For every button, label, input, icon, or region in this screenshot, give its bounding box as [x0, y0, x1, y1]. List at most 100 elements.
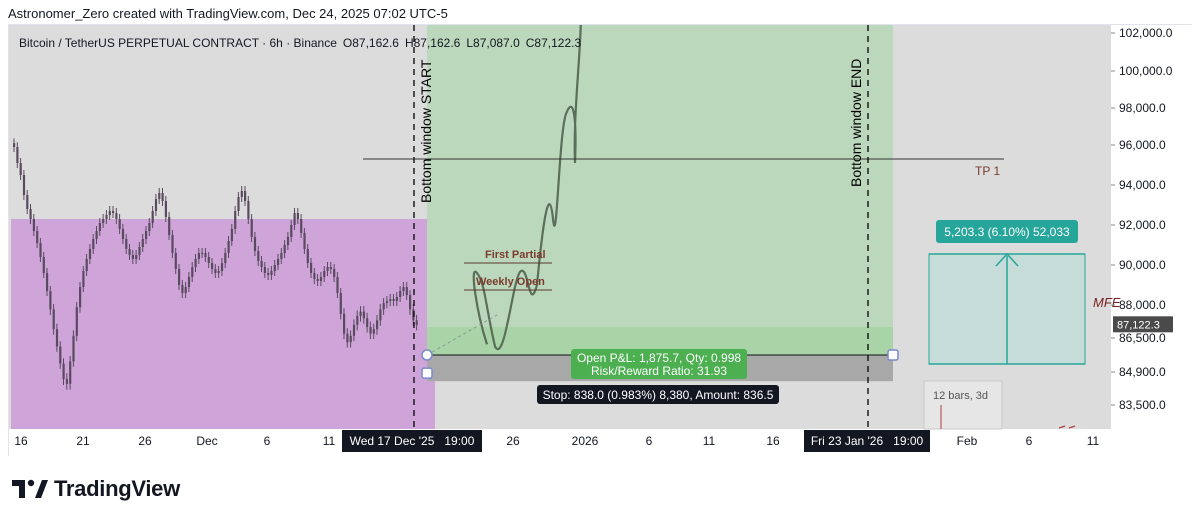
- candle-body: [197, 253, 200, 259]
- symbol-title: Bitcoin / TetherUS PERPETUAL CONTRACT · …: [19, 36, 581, 50]
- candle-body: [72, 335, 75, 362]
- first-partial-label: First Partial: [485, 249, 546, 261]
- candle-body: [204, 253, 207, 257]
- stop-label-box: [537, 385, 779, 404]
- stop-label: Stop: 838.0 (0.983%) 8,380, Amount: 836.…: [543, 388, 774, 402]
- price-chart[interactable]: TP 1 First Partial Weekly Open Bottom wi…: [9, 13, 1193, 457]
- price-tick-label: 92,000.0: [1119, 218, 1166, 232]
- candle-body: [62, 363, 65, 380]
- time-highlight-end: Fri 23 Jan '26 19:00: [811, 434, 924, 448]
- candle-body: [346, 333, 349, 343]
- candle-body: [306, 249, 309, 263]
- measure-label: 5,203.3 (6.10%) 52,033: [944, 225, 1070, 239]
- ohlc-high: 87,162.6: [414, 36, 461, 50]
- candle-body: [161, 193, 164, 201]
- tradingview-logo[interactable]: TradingView: [12, 476, 180, 502]
- candle-body: [382, 303, 385, 310]
- chart-frame[interactable]: TP 1 First Partial Weekly Open Bottom wi…: [8, 13, 1193, 457]
- candle-body: [405, 287, 408, 295]
- price-axis-area: [1111, 25, 1193, 457]
- window-start-label: Bottom window START: [418, 59, 434, 203]
- time-highlight-start-box: [342, 430, 482, 452]
- candle-body: [343, 313, 346, 334]
- candle-body: [399, 291, 402, 297]
- candle-body: [184, 287, 187, 293]
- candle-body: [22, 175, 26, 195]
- weekly-open-label: Weekly Open: [476, 276, 545, 288]
- candle-body: [385, 301, 389, 303]
- price-tick-label: 100,000.0: [1119, 64, 1173, 78]
- candle-body: [227, 241, 230, 253]
- candle-body: [128, 249, 131, 255]
- candle-body: [69, 361, 72, 384]
- candle-body: [75, 307, 78, 336]
- price-tick-label: 90,000.0: [1119, 258, 1166, 272]
- candle-body: [108, 211, 111, 215]
- candle-body: [171, 235, 174, 253]
- current-price-text: 87,122.3: [1117, 319, 1160, 331]
- candle-body: [85, 259, 88, 271]
- candle-body: [39, 243, 42, 257]
- candle-body: [250, 219, 253, 237]
- candle-body: [217, 271, 220, 273]
- pnl-label-box: [571, 349, 747, 379]
- candle-body: [187, 277, 191, 287]
- candle-body: [32, 219, 35, 231]
- price-tick-label: 94,000.0: [1119, 178, 1166, 192]
- price-tick-label: 84,900.0: [1119, 365, 1166, 379]
- measure-arrow-head: [995, 252, 1019, 267]
- entry-handle[interactable]: [421, 349, 433, 361]
- price-tick-label: 88,000.0: [1119, 298, 1166, 312]
- candle-body: [296, 213, 299, 219]
- candle-body: [260, 261, 263, 267]
- tradingview-logo-icon: [12, 479, 48, 498]
- candle-body: [389, 299, 392, 301]
- time-tick-label: 6: [264, 434, 271, 448]
- candle-body: [326, 267, 329, 271]
- candles-group: [13, 138, 418, 390]
- candle-body: [98, 223, 101, 231]
- candle-body: [59, 346, 62, 364]
- candle-body: [26, 195, 29, 209]
- ohlc-low-key: L: [466, 36, 473, 50]
- time-tick-label: 26: [506, 434, 520, 448]
- time-tick-label: 2026: [572, 434, 599, 448]
- candle-body: [372, 329, 375, 334]
- projected-path-line: [472, 13, 583, 351]
- time-tick-label: 26: [138, 434, 152, 448]
- candle-body: [362, 311, 365, 319]
- candle-body: [52, 309, 55, 330]
- candle-body: [138, 247, 141, 255]
- candle-body: [253, 237, 257, 251]
- pnl-line2: Risk/Reward Ratio: 31.93: [591, 364, 727, 378]
- candle-body: [121, 229, 125, 239]
- offscreen-marker: [1058, 425, 1076, 429]
- candle-body: [125, 239, 128, 249]
- candle-body: [303, 233, 306, 249]
- candle-body: [402, 287, 405, 291]
- candle-body: [211, 263, 214, 269]
- candle-body: [237, 197, 240, 211]
- candle-body: [323, 271, 326, 277]
- candle-body: [214, 269, 217, 273]
- candle-body: [207, 257, 210, 263]
- candle-body: [220, 263, 224, 271]
- ohlc-close: 87,122.3: [534, 36, 581, 50]
- candle-body: [168, 217, 171, 235]
- candle-body: [244, 191, 247, 201]
- time-tick-label: 16: [766, 434, 780, 448]
- candle-body: [313, 273, 316, 279]
- candle-body: [191, 267, 194, 277]
- time-tick-label: 11: [323, 434, 336, 448]
- time-axis-ticks: 16 21 26 Dec 6 11 26 2026 6 11 16 Feb 6 11: [14, 434, 1099, 448]
- candle-body: [194, 259, 197, 267]
- candle-body: [36, 231, 39, 243]
- candle-body: [154, 199, 158, 211]
- candle-body: [366, 318, 369, 327]
- right-handle[interactable]: [887, 349, 899, 361]
- stop-handle[interactable]: [421, 367, 433, 379]
- candle-body: [395, 297, 398, 301]
- candle-body: [286, 237, 290, 245]
- ohlc-close-key: C: [526, 36, 535, 50]
- measure-label-box: [936, 220, 1078, 243]
